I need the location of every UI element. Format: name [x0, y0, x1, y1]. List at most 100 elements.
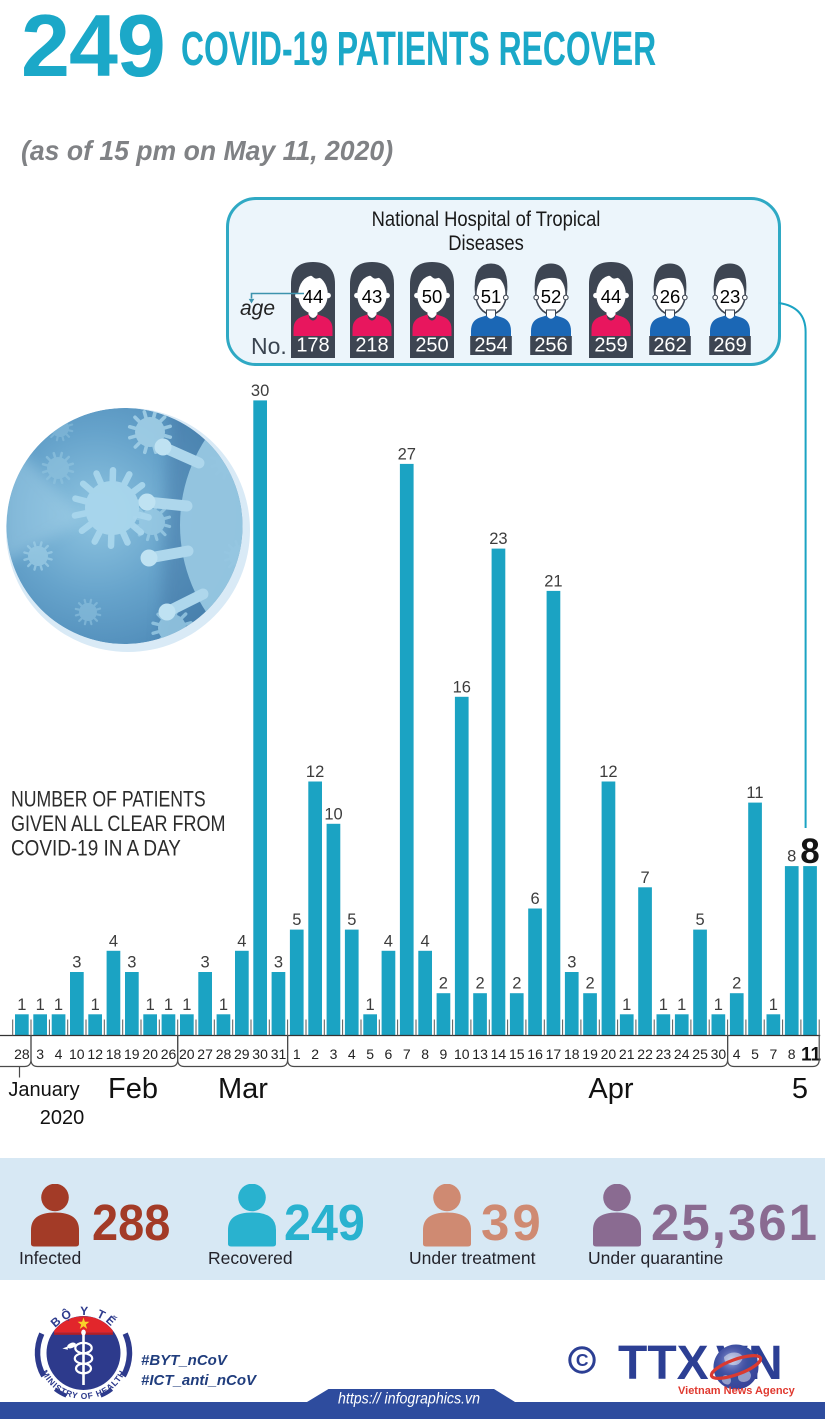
svg-text:9: 9	[440, 1046, 448, 1062]
svg-text:3: 3	[127, 954, 136, 972]
svg-text:1: 1	[54, 996, 63, 1014]
svg-text:1: 1	[293, 1046, 301, 1062]
svg-text:2: 2	[732, 975, 741, 993]
svg-text:1: 1	[146, 996, 155, 1014]
svg-text:1: 1	[219, 996, 228, 1014]
svg-text:2: 2	[311, 1046, 319, 1062]
svg-text:2: 2	[439, 975, 448, 993]
svg-text:12: 12	[87, 1046, 103, 1062]
svg-text:44: 44	[302, 286, 323, 307]
svg-text:12: 12	[599, 763, 617, 781]
svg-text:21: 21	[619, 1046, 635, 1062]
svg-text:1: 1	[622, 996, 631, 1014]
svg-text:52: 52	[541, 286, 562, 307]
svg-text:3: 3	[36, 1046, 44, 1062]
svg-text:13: 13	[472, 1046, 488, 1062]
svg-text:44: 44	[600, 286, 621, 307]
svg-text:29: 29	[234, 1046, 250, 1062]
svg-text:10: 10	[69, 1046, 85, 1062]
svg-text:2: 2	[512, 975, 521, 993]
svg-text:50: 50	[422, 286, 443, 307]
svg-text:1: 1	[36, 996, 45, 1014]
svg-text:20: 20	[601, 1046, 617, 1062]
svg-text:8: 8	[421, 1046, 429, 1062]
svg-text:250: 250	[415, 335, 448, 357]
svg-text:4: 4	[384, 932, 393, 950]
svg-text:5: 5	[366, 1046, 374, 1062]
svg-text:3: 3	[201, 954, 210, 972]
svg-text:256: 256	[534, 335, 567, 357]
svg-text:NUMBER OF PATIENTS: NUMBER OF PATIENTS	[11, 787, 206, 812]
svg-text:20: 20	[142, 1046, 158, 1062]
svg-text:26: 26	[660, 286, 681, 307]
svg-text:Apr: Apr	[588, 1073, 633, 1105]
svg-text:218: 218	[356, 335, 389, 357]
svg-text:4: 4	[109, 932, 118, 950]
svg-text:4: 4	[348, 1046, 356, 1062]
svg-text:19: 19	[124, 1046, 140, 1062]
svg-text:20: 20	[179, 1046, 195, 1062]
svg-text:19: 19	[582, 1046, 598, 1062]
svg-text:24: 24	[674, 1046, 690, 1062]
svg-text:15: 15	[509, 1046, 525, 1062]
svg-text:2020: 2020	[40, 1107, 85, 1129]
svg-text:3: 3	[274, 954, 283, 972]
svg-text:4: 4	[733, 1046, 741, 1062]
svg-text:16: 16	[527, 1046, 543, 1062]
svg-text:6: 6	[531, 890, 540, 908]
svg-text:27: 27	[398, 445, 416, 463]
svg-text:7: 7	[403, 1046, 411, 1062]
svg-text:12: 12	[306, 763, 324, 781]
svg-text:1: 1	[769, 996, 778, 1014]
svg-text:3: 3	[72, 954, 81, 972]
svg-text:Mar: Mar	[218, 1073, 268, 1105]
svg-text:January: January	[8, 1079, 79, 1101]
svg-text:178: 178	[296, 335, 329, 357]
svg-text:31: 31	[271, 1046, 287, 1062]
svg-text:16: 16	[453, 678, 471, 696]
svg-text:259: 259	[594, 335, 627, 357]
svg-text:17: 17	[546, 1046, 562, 1062]
svg-text:11: 11	[746, 784, 763, 802]
svg-text:5: 5	[696, 911, 705, 929]
svg-text:51: 51	[481, 286, 502, 307]
svg-text:GIVEN ALL CLEAR FROM: GIVEN ALL CLEAR FROM	[11, 811, 226, 836]
svg-text:4: 4	[237, 932, 246, 950]
svg-text:1: 1	[659, 996, 668, 1014]
svg-text:https:// infographics.vn: https:// infographics.vn	[338, 1391, 480, 1408]
svg-text:23: 23	[489, 530, 507, 548]
svg-text:1: 1	[91, 996, 100, 1014]
svg-text:7: 7	[770, 1046, 778, 1062]
svg-text:28: 28	[216, 1046, 232, 1062]
svg-text:262: 262	[653, 335, 686, 357]
svg-text:10: 10	[324, 805, 342, 823]
svg-text:1: 1	[366, 996, 375, 1014]
svg-text:C: C	[576, 1350, 589, 1370]
svg-text:4: 4	[55, 1046, 63, 1062]
svg-text:1: 1	[164, 996, 173, 1014]
svg-text:5: 5	[347, 911, 356, 929]
svg-text:COVID-19 IN A DAY: COVID-19 IN A DAY	[11, 836, 181, 861]
svg-text:1: 1	[677, 996, 686, 1014]
svg-text:7: 7	[641, 869, 650, 887]
svg-text:5: 5	[292, 911, 301, 929]
svg-text:27: 27	[197, 1046, 213, 1062]
svg-text:3: 3	[330, 1046, 338, 1062]
svg-text:2: 2	[476, 975, 485, 993]
svg-text:18: 18	[564, 1046, 580, 1062]
svg-text:5: 5	[792, 1073, 808, 1105]
svg-text:25: 25	[692, 1046, 708, 1062]
svg-text:10: 10	[454, 1046, 470, 1062]
svg-text:21: 21	[544, 572, 562, 590]
svg-text:26: 26	[161, 1046, 177, 1062]
svg-text:5: 5	[751, 1046, 759, 1062]
svg-text:254: 254	[475, 335, 508, 357]
svg-text:43: 43	[362, 286, 383, 307]
svg-text:8: 8	[800, 832, 819, 871]
svg-text:23: 23	[656, 1046, 672, 1062]
svg-text:1: 1	[17, 996, 26, 1014]
svg-text:Feb: Feb	[108, 1073, 158, 1105]
svg-text:1: 1	[182, 996, 191, 1014]
svg-text:6: 6	[385, 1046, 393, 1062]
svg-text:8: 8	[788, 1046, 796, 1062]
